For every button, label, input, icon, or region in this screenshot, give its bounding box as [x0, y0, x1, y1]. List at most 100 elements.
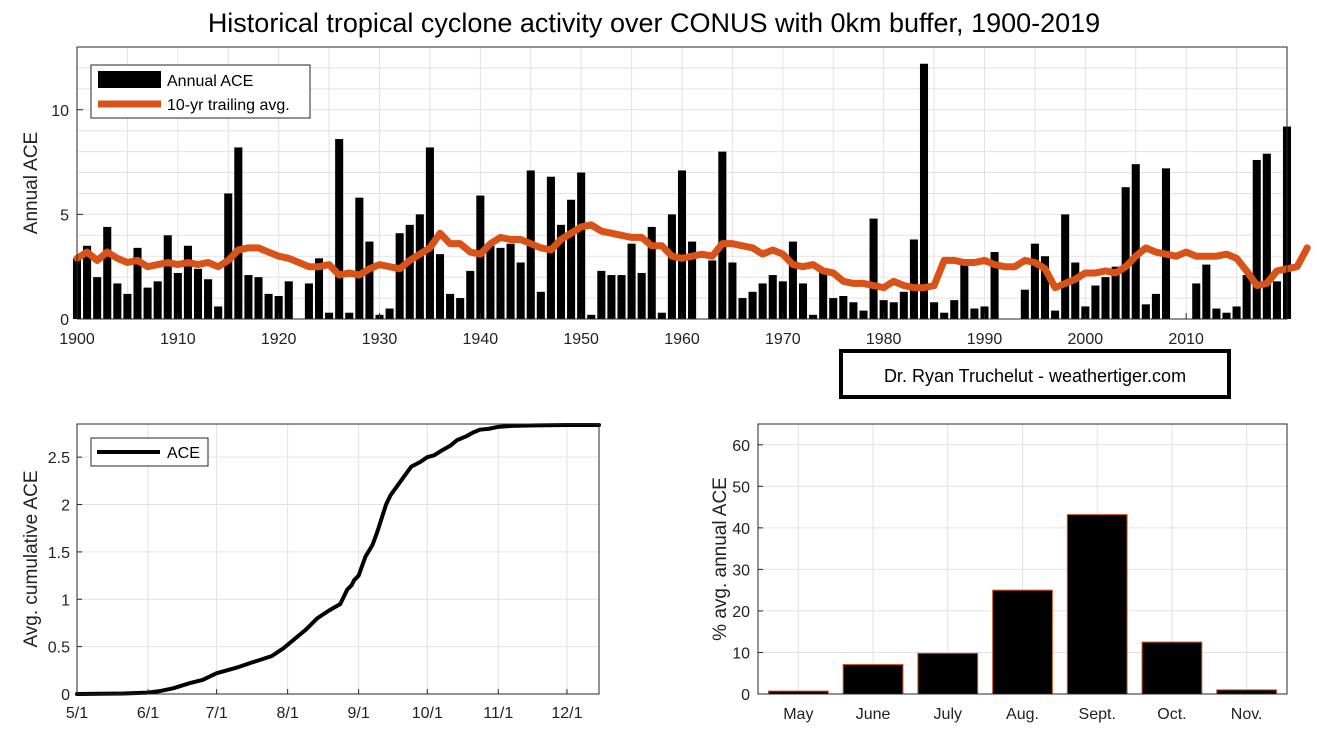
annual-ace-bar [869, 218, 878, 319]
annual-ace-bar [1091, 285, 1100, 319]
chart-title: Historical tropical cyclone activity ove… [208, 8, 1100, 38]
x-tick-label: Sept. [1079, 706, 1116, 723]
annual-ace-bar [355, 197, 364, 319]
annual-ace-bar [718, 151, 727, 319]
y-tick-label: 10 [732, 645, 750, 662]
annual-ace-bar [919, 63, 929, 319]
legend-label-trailing-avg: 10-yr trailing avg. [167, 97, 290, 114]
cumulative-ace-legend: ACE [90, 437, 209, 467]
x-tick-label: 1960 [664, 331, 700, 348]
annual-ace-bar [940, 312, 949, 319]
annual-ace-bar [466, 270, 475, 319]
legend-label-annual-ace: Annual ACE [167, 73, 253, 90]
annual-ace-bar [627, 243, 636, 319]
annual-ace-bar [748, 291, 757, 319]
x-tick-label: 1970 [765, 331, 801, 348]
annual-ace-bar [183, 245, 192, 319]
annual-ace-bar [809, 314, 818, 319]
annual-ace-bar [234, 147, 243, 319]
annual-ace-bar [577, 172, 586, 319]
cumulative-ace-line [75, 422, 601, 696]
annual-ace-bar [768, 275, 777, 319]
monthly-share-bar [1141, 641, 1203, 695]
annual-ace-bar [556, 224, 566, 319]
annual-ace-bar [647, 226, 656, 319]
annual-ace-bar [153, 281, 162, 319]
annual-ace-bar [1262, 153, 1271, 319]
trailing-avg-line [73, 221, 1311, 292]
y-tick-label: 0.5 [48, 640, 70, 657]
annual-ace-bar [264, 293, 273, 319]
annual-ace-bar [395, 233, 404, 319]
annual-ace-bar [244, 275, 253, 319]
y-tick-label: 30 [732, 562, 750, 579]
y-tick-label: 20 [732, 604, 750, 621]
x-tick-label: 1900 [59, 331, 95, 348]
monthly-share-ylabel: % avg. annual ACE [710, 477, 731, 641]
annual-ace-ylabel: Annual ACE [21, 132, 42, 234]
monthly-share-bar [842, 664, 904, 695]
annual-ace-bar [637, 272, 646, 319]
annual-ace-bar [1121, 187, 1130, 319]
annual-ace-bar [1161, 168, 1171, 319]
credit-frame [839, 349, 1231, 399]
annual-ace-bar [133, 247, 142, 319]
annual-ace-bar [143, 287, 152, 319]
annual-ace-bar [1242, 275, 1251, 319]
x-tick-label: 9/1 [347, 705, 369, 722]
annual-ace-bar [486, 245, 495, 319]
annual-ace-bar [1040, 256, 1050, 319]
annual-ace-bar [1030, 243, 1039, 319]
y-tick-label: 40 [732, 521, 750, 538]
annual-ace-bar [597, 270, 606, 319]
annual-ace-bar [617, 275, 626, 319]
annual-ace-bar [1111, 266, 1120, 319]
annual-ace-bar [677, 170, 687, 319]
x-tick-label: 10/1 [412, 705, 443, 722]
annual-ace-bar [385, 308, 394, 319]
annual-ace-bar [889, 302, 898, 319]
x-tick-label: 5/1 [66, 705, 88, 722]
annual-ace-bar [607, 275, 616, 319]
x-tick-label: Oct. [1157, 706, 1186, 723]
annual-ace-bar [345, 312, 354, 319]
annual-ace-bar [204, 279, 213, 319]
annual-ace-bar [123, 293, 132, 319]
annual-ace-bar [456, 298, 465, 319]
annual-ace-bar [304, 283, 313, 319]
annual-ace-bar [849, 302, 858, 319]
x-tick-label: 1990 [967, 331, 1003, 348]
annual-ace-bar [435, 254, 445, 319]
x-tick-label: Nov. [1231, 706, 1263, 723]
y-tick-label: 0 [61, 687, 70, 704]
annual-ace-bar [879, 300, 888, 319]
credit-box: Dr. Ryan Truchelut - weathertiger.com [839, 349, 1231, 399]
annual-ace-bar [909, 239, 918, 319]
annual-ace-bar [819, 270, 828, 319]
annual-ace-bar [657, 312, 666, 319]
y-tick-label: 0 [60, 312, 69, 329]
annual-ace-bar [83, 245, 92, 319]
cumulative-ace-axes-frame [76, 423, 600, 695]
annual-ace-bar [980, 306, 989, 319]
monthly-share-panel: 0 10 20 30 40 50 60 May June July Aug. Sept. Oct. Nov… [710, 423, 1288, 723]
annual-ace-legend: Annual ACE 10-yr trailing avg. [90, 64, 311, 119]
annual-ace-bar [930, 302, 939, 319]
y-tick-label: 1 [61, 592, 70, 609]
annual-ace-bar [274, 295, 283, 319]
y-tick-label: 10 [51, 103, 69, 120]
annual-ace-bar [214, 306, 223, 319]
y-tick-label: 50 [732, 479, 750, 496]
annual-ace-bar [798, 283, 808, 319]
annual-ace-bar [667, 214, 676, 319]
annual-ace-bar [1252, 159, 1261, 319]
annual-ace-bar [778, 281, 787, 319]
annual-ace-bar [728, 262, 737, 319]
y-tick-label: 1.5 [48, 545, 70, 562]
x-tick-label: 8/1 [277, 705, 299, 722]
x-tick-label: 1910 [160, 331, 196, 348]
annual-ace-bar [990, 252, 999, 319]
y-tick-label: 2.5 [48, 450, 70, 467]
credit-text: Dr. Ryan Truchelut - weathertiger.com [884, 366, 1186, 386]
annual-ace-bar [1192, 283, 1201, 319]
